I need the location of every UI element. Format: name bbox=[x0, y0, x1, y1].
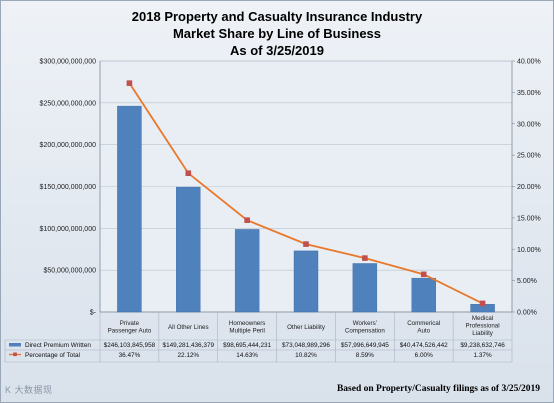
y-left-tick-label: $300,000,000,000 bbox=[40, 59, 97, 66]
y-left-tick-label: $- bbox=[90, 310, 97, 317]
table-value-premium: $73,048,989,296 bbox=[282, 342, 330, 349]
table-value-percentage: 8.59% bbox=[356, 352, 374, 359]
table-value-percentage: 14.63% bbox=[236, 352, 258, 359]
y-right-tick-label: 35.00% bbox=[517, 90, 541, 97]
x-category-label: Homeowners bbox=[229, 320, 265, 327]
table-value-percentage: 1.37% bbox=[474, 352, 492, 359]
x-category-label: Liability bbox=[472, 330, 494, 337]
y-right-tick-label: 25.00% bbox=[517, 153, 541, 160]
x-category-label: Workers' bbox=[353, 320, 377, 327]
y-left-tick-label: $150,000,000,000 bbox=[40, 184, 97, 191]
bar-direct-premium bbox=[234, 229, 260, 313]
bar-direct-premium bbox=[176, 186, 201, 313]
y-right-tick-label: 15.00% bbox=[517, 215, 541, 222]
y-left-tick-label: $100,000,000,000 bbox=[40, 226, 97, 233]
bar-direct-premium bbox=[411, 277, 436, 313]
x-category-label: Medical bbox=[472, 315, 493, 322]
chart-title: 2018 Property and Casualty Insurance Ind… bbox=[131, 9, 423, 24]
bar-direct-premium bbox=[293, 250, 319, 313]
point-percentage-marker bbox=[303, 241, 309, 247]
table-value-premium: $246,103,845,958 bbox=[104, 342, 156, 349]
y-left-tick-label: $200,000,000,000 bbox=[40, 142, 97, 149]
x-category-label: Auto bbox=[417, 328, 430, 335]
legend-key-direct-premium bbox=[9, 343, 21, 347]
point-percentage-marker bbox=[126, 80, 133, 86]
table-value-premium: $98,695,444,231 bbox=[223, 342, 271, 349]
table-value-percentage: 22.12% bbox=[177, 352, 199, 359]
legend-label-direct-premium: Direct Premium Written bbox=[25, 342, 91, 349]
table-value-percentage: 6.00% bbox=[415, 352, 433, 359]
y-right-tick-label: 40.00% bbox=[517, 59, 541, 66]
chart-subtitle-1: Market Share by Line of Business bbox=[172, 26, 382, 41]
x-category-label: Multiple Peril bbox=[229, 328, 264, 335]
x-category-label: Other Liability bbox=[287, 324, 326, 331]
bar-direct-premium bbox=[352, 263, 378, 313]
table-value-premium: $40,474,526,442 bbox=[400, 342, 448, 349]
table-value-premium: $149,281,436,379 bbox=[163, 342, 215, 349]
bar-direct-premium bbox=[117, 105, 142, 313]
x-category-label: Passenger Auto bbox=[108, 328, 152, 335]
chart-subtitle-2: As of 3/25/2019 bbox=[230, 43, 324, 58]
point-percentage-marker bbox=[362, 255, 368, 261]
y-right-tick-label: 20.00% bbox=[517, 184, 541, 191]
legend-marker-percentage bbox=[13, 352, 17, 357]
table-value-premium: $9,238,632,746 bbox=[460, 342, 505, 349]
x-category-label: Commerical bbox=[407, 320, 440, 327]
table-value-percentage: 36.47% bbox=[119, 352, 141, 359]
watermark: K 大数据现 bbox=[5, 385, 53, 395]
x-category-label: Compensation bbox=[345, 328, 385, 335]
x-category-label: Professional bbox=[466, 323, 500, 330]
point-percentage-marker bbox=[420, 271, 427, 278]
y-right-tick-label: 10.00% bbox=[517, 247, 541, 254]
point-percentage-marker bbox=[185, 170, 192, 176]
chart-title-block: 2018 Property and Casualty Insurance Ind… bbox=[0, 8, 554, 59]
table-value-percentage: 10.82% bbox=[295, 352, 317, 359]
y-right-tick-label: 0.00% bbox=[517, 310, 537, 317]
footnote: Based on Property/Casualty filings as of… bbox=[336, 384, 540, 394]
y-left-tick-label: $50,000,000,000 bbox=[43, 268, 96, 275]
x-category-label: Private bbox=[120, 320, 140, 327]
y-left-tick-label: $250,000,000,000 bbox=[40, 100, 97, 107]
point-percentage-marker bbox=[244, 217, 250, 223]
table-value-premium: $57,996,649,945 bbox=[341, 342, 389, 349]
y-right-tick-label: 30.00% bbox=[517, 121, 541, 128]
point-percentage-marker bbox=[479, 300, 486, 307]
y-right-tick-label: 5.00% bbox=[517, 278, 537, 285]
legend-label-percentage: Percentage of Total bbox=[25, 352, 80, 359]
x-category-label: All Other Lines bbox=[168, 324, 209, 331]
